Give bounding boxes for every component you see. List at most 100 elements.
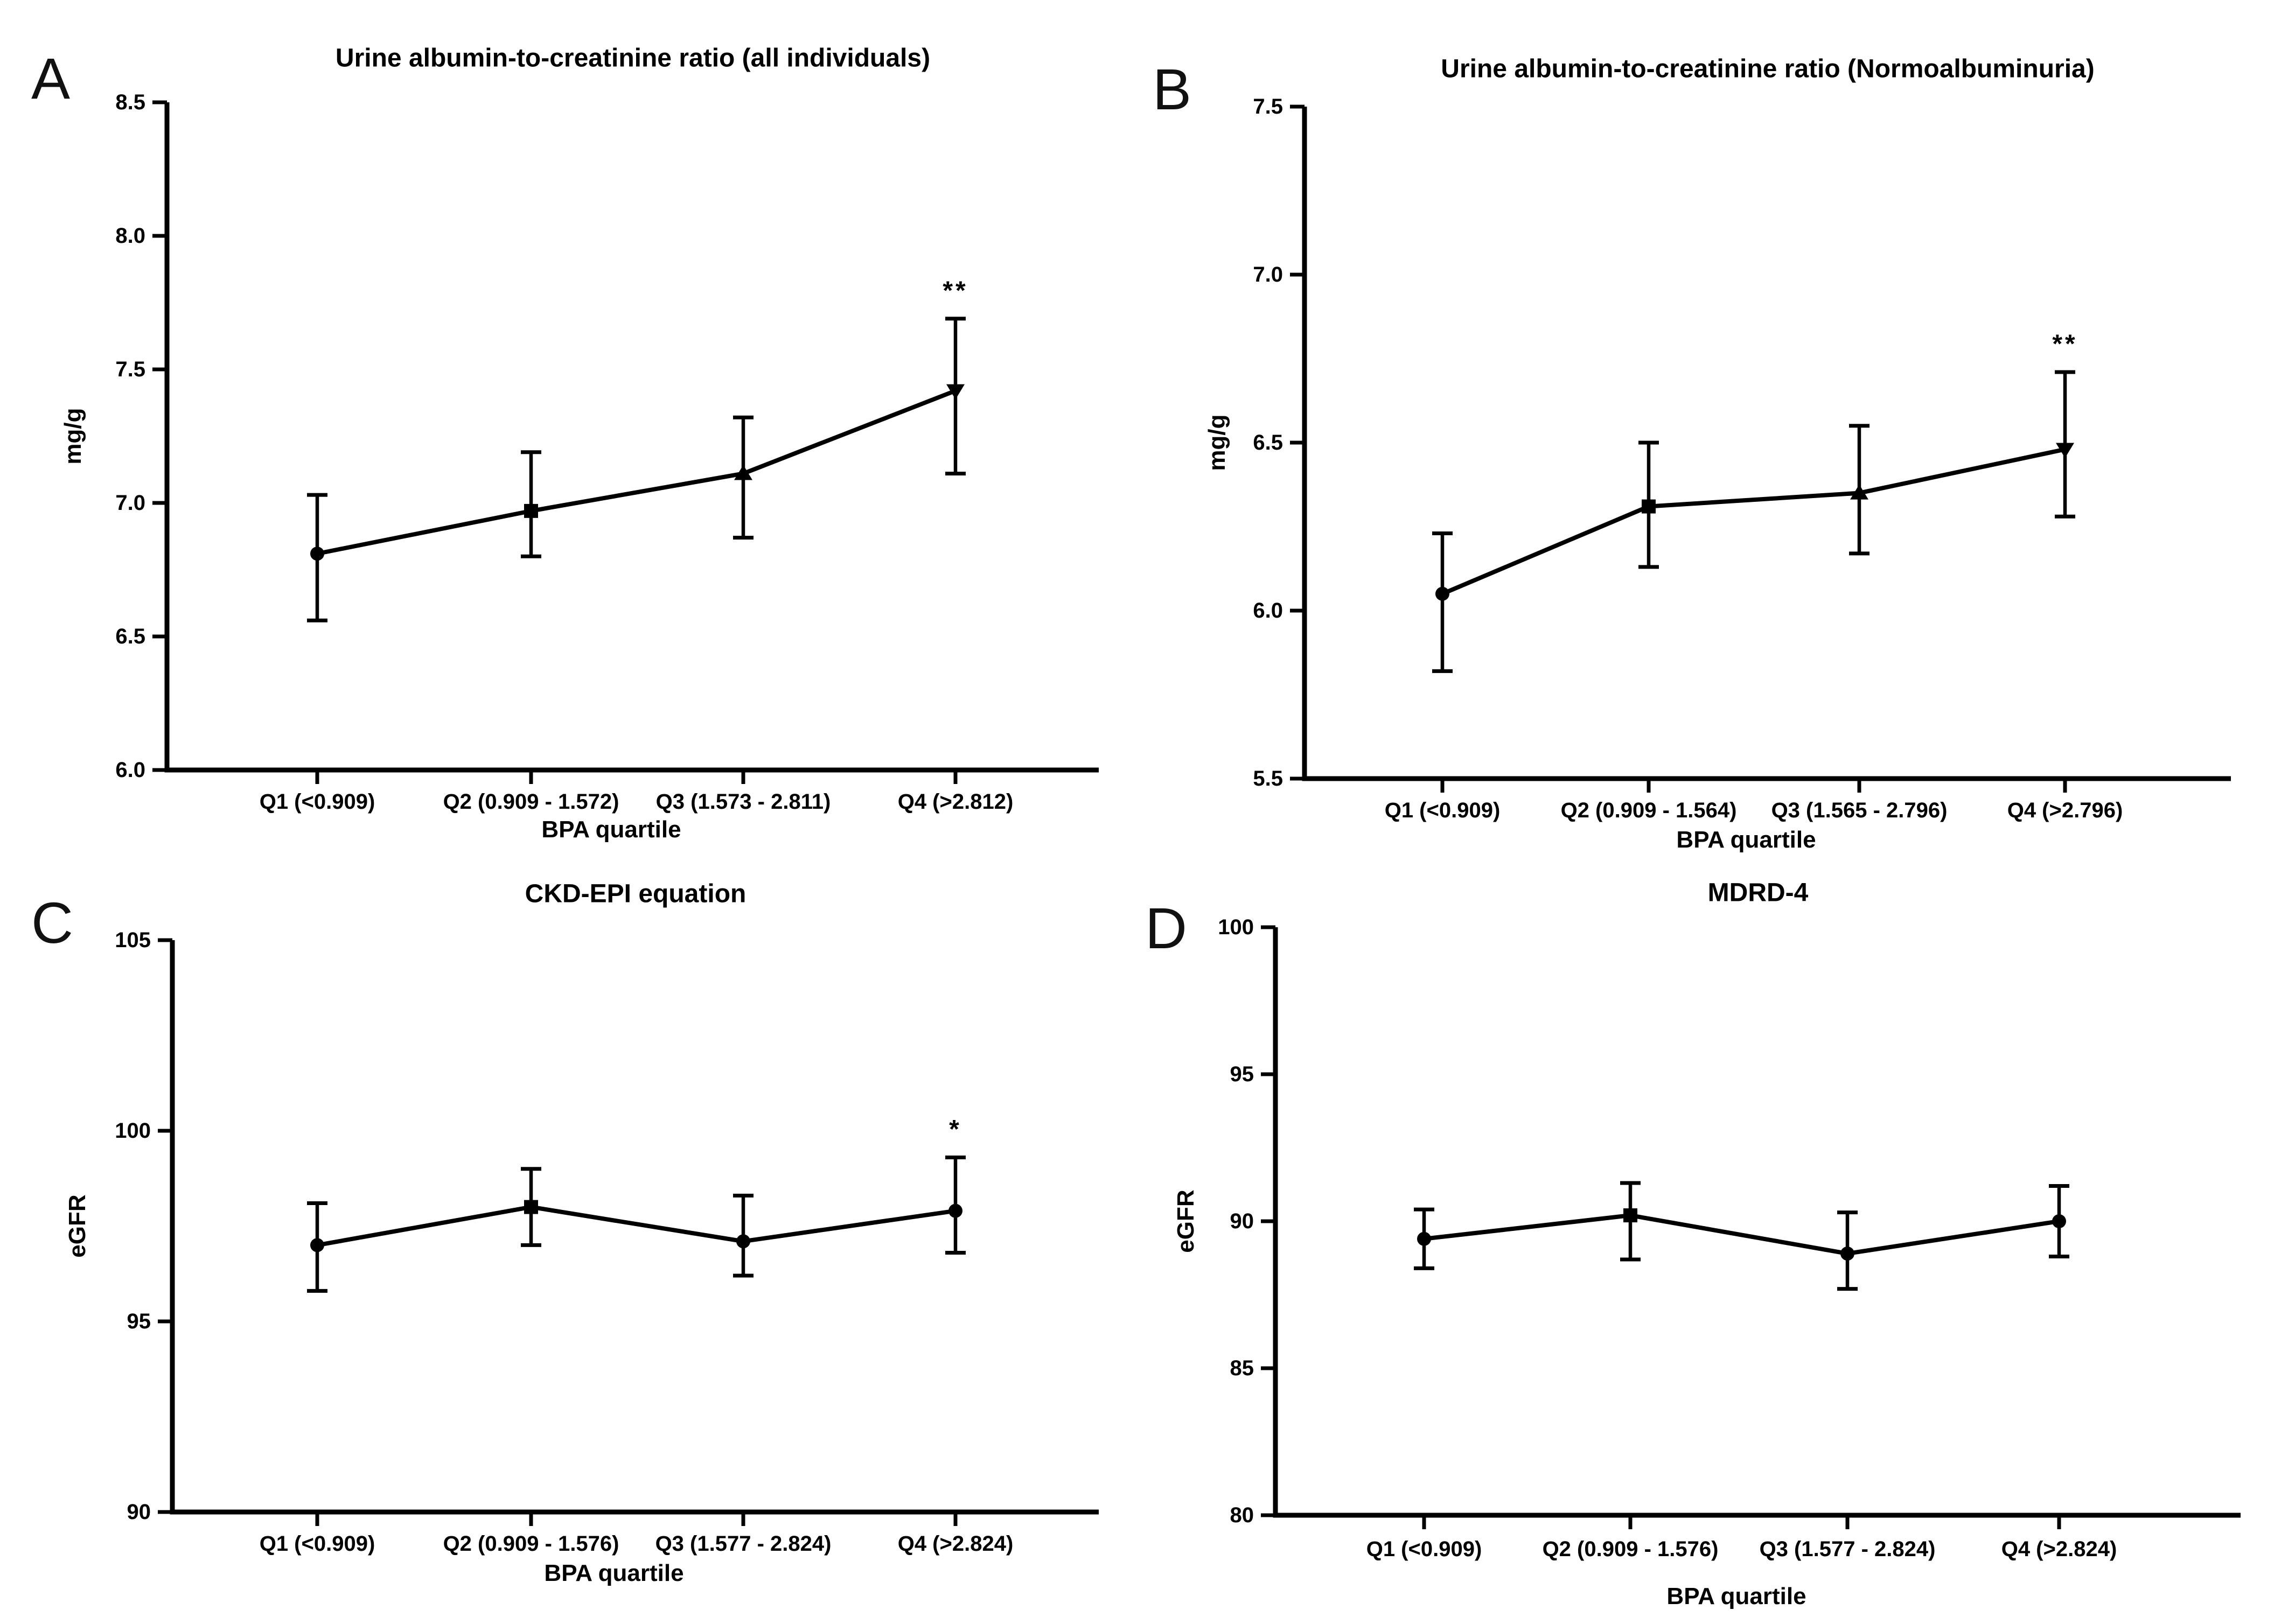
error-bar	[1432, 531, 1453, 673]
panel-b-chart: Urine albumin-to-creatinine ratio (Normo…	[1204, 55, 2231, 853]
x-tick-label: Q1 (<0.909)	[1366, 1537, 1482, 1561]
x-tick-label: Q3 (1.565 - 2.796)	[1771, 799, 1948, 822]
panel-c-letter: C	[31, 890, 73, 955]
data-series: **	[1432, 330, 2077, 673]
significance-label: **	[943, 276, 968, 305]
marker-circle	[310, 1238, 324, 1252]
y-axis: 90 95 100 105	[115, 928, 172, 1524]
data-line	[1441, 447, 2066, 596]
x-axis: Q1 (<0.909) Q2 (0.909 - 1.576) Q3 (1.577 -…	[1366, 1515, 2117, 1561]
x-tick-label: Q4 (>2.824)	[2001, 1537, 2117, 1561]
panel-a-chart: Urine albumin-to-creatinine ratio (all i…	[60, 44, 1099, 843]
x-tick-label: Q2 (0.909 - 1.576)	[1543, 1537, 1719, 1561]
data-line	[317, 1205, 956, 1248]
y-tick-label: 85	[1230, 1356, 1254, 1380]
panel-b: B Urine albumin-to-creatinine ratio (Nor…	[1144, 0, 2288, 853]
x-axis-title: BPA quartile	[544, 1560, 683, 1586]
marker-circle	[1435, 586, 1449, 601]
y-tick-label: 105	[115, 928, 151, 952]
marker-circle	[1417, 1231, 1431, 1246]
significance-label: *	[949, 1115, 962, 1144]
marker-square	[1642, 499, 1656, 514]
x-axis-title: BPA quartile	[541, 816, 681, 843]
marker-circle	[948, 1203, 962, 1218]
x-tick-label: Q2 (0.909 - 1.576)	[443, 1532, 619, 1556]
x-tick-label: Q4 (>2.796)	[2007, 799, 2123, 822]
x-axis: Q1 (<0.909) Q2 (0.909 - 1.564) Q3 (1.565 -…	[1385, 779, 2123, 822]
data-series: **	[307, 276, 968, 622]
y-tick-label: 90	[127, 1500, 151, 1524]
y-tick-label: 90	[1230, 1209, 1254, 1233]
data-series	[1414, 1181, 2069, 1291]
y-axis-title: mg/g	[60, 408, 86, 464]
marker-triangle-down	[2056, 443, 2074, 458]
data-series: *	[307, 1115, 966, 1293]
y-tick-label: 95	[127, 1310, 151, 1333]
chart-title: Urine albumin-to-creatinine ratio (Normo…	[1441, 55, 2094, 83]
y-tick-label: 6.5	[115, 625, 145, 648]
chart-title: MDRD-4	[1708, 879, 1809, 907]
y-tick-label: 6.0	[115, 758, 145, 782]
y-tick-label: 7.0	[1253, 263, 1283, 286]
y-tick-label: 7.5	[1253, 95, 1283, 118]
x-tick-label: Q1 (<0.909)	[260, 1532, 375, 1556]
panel-d: D MDRD-4 80 85 90 95 100 Q1 (<0.909) Q2 (0.909 …	[1144, 812, 2288, 1624]
y-tick-label: 95	[1230, 1062, 1254, 1086]
panel-a: A Urine albumin-to-creatinine ratio (all…	[0, 0, 1144, 843]
y-axis: 5.5 6.0 6.5 7.0 7.5	[1253, 95, 1305, 790]
x-tick-label: Q2 (0.909 - 1.572)	[443, 790, 619, 814]
axes	[1273, 927, 2241, 1518]
marker-square	[524, 503, 538, 518]
x-tick-label: Q2 (0.909 - 1.564)	[1561, 799, 1737, 822]
y-tick-label: 8.5	[115, 90, 145, 114]
x-tick-label: Q3 (1.577 - 2.824)	[655, 1532, 832, 1556]
marker-circle	[736, 1234, 750, 1249]
y-tick-label: 80	[1230, 1503, 1254, 1527]
x-tick-label: Q4 (>2.824)	[898, 1532, 1014, 1556]
marker-circle	[1840, 1247, 1854, 1261]
data-line	[1424, 1213, 2060, 1256]
panel-d-chart: MDRD-4 80 85 90 95 100 Q1 (<0.909) Q2 (0.909 - …	[1173, 879, 2241, 1609]
y-tick-label: 6.0	[1253, 599, 1283, 622]
panel-c: C CKD-EPI equation 90 95 100 105 Q1 (<0.909) Q…	[0, 812, 1144, 1624]
y-tick-label: 7.5	[115, 358, 145, 381]
axes	[1302, 107, 2231, 781]
y-axis: 80 85 90 95 100	[1218, 915, 1275, 1527]
marker-square	[1623, 1208, 1637, 1223]
y-axis-title: eGFR	[64, 1194, 90, 1257]
panel-a-letter: A	[31, 46, 71, 111]
significance-label: **	[2052, 330, 2077, 358]
marker-circle	[310, 547, 324, 561]
marker-triangle-up	[1850, 484, 1868, 500]
x-tick-label: Q4 (>2.812)	[898, 790, 1014, 814]
y-tick-label: 7.0	[115, 491, 145, 515]
marker-triangle-up	[734, 465, 752, 480]
y-tick-label: 6.5	[1253, 431, 1283, 454]
y-tick-label: 8.0	[115, 224, 145, 248]
y-axis-title: eGFR	[1173, 1189, 1199, 1252]
y-tick-label: 100	[115, 1119, 151, 1143]
x-tick-label: Q3 (1.573 - 2.811)	[656, 790, 831, 814]
y-axis: 6.0 6.5 7.0 7.5 8.0 8.5	[115, 90, 167, 782]
axes	[164, 102, 1099, 773]
x-tick-label: Q1 (<0.909)	[260, 790, 375, 814]
marker-triangle-down	[946, 384, 965, 400]
y-tick-label: 100	[1218, 915, 1254, 939]
y-tick-label: 5.5	[1253, 767, 1283, 790]
chart-title: Urine albumin-to-creatinine ratio (all i…	[336, 44, 930, 73]
panel-b-letter: B	[1153, 57, 1192, 122]
marker-square	[524, 1200, 538, 1214]
data-line	[317, 388, 957, 556]
x-axis: Q1 (<0.909) Q2 (0.909 - 1.572) Q3 (1.573 -…	[260, 770, 1014, 814]
chart-title: CKD-EPI equation	[525, 880, 747, 908]
x-axis: Q1 (<0.909) Q2 (0.909 - 1.576) Q3 (1.577 -…	[260, 1512, 1014, 1556]
x-axis-title: BPA quartile	[1666, 1583, 1806, 1609]
panel-c-chart: CKD-EPI equation 90 95 100 105 Q1 (<0.909) Q2 …	[64, 880, 1099, 1586]
panel-d-letter: D	[1145, 895, 1187, 961]
y-axis-title: mg/g	[1204, 414, 1230, 471]
x-tick-label: Q3 (1.577 - 2.824)	[1760, 1537, 1936, 1561]
marker-circle	[2052, 1214, 2066, 1228]
x-tick-label: Q1 (<0.909)	[1385, 799, 1501, 822]
x-axis-title: BPA quartile	[1676, 827, 1816, 853]
